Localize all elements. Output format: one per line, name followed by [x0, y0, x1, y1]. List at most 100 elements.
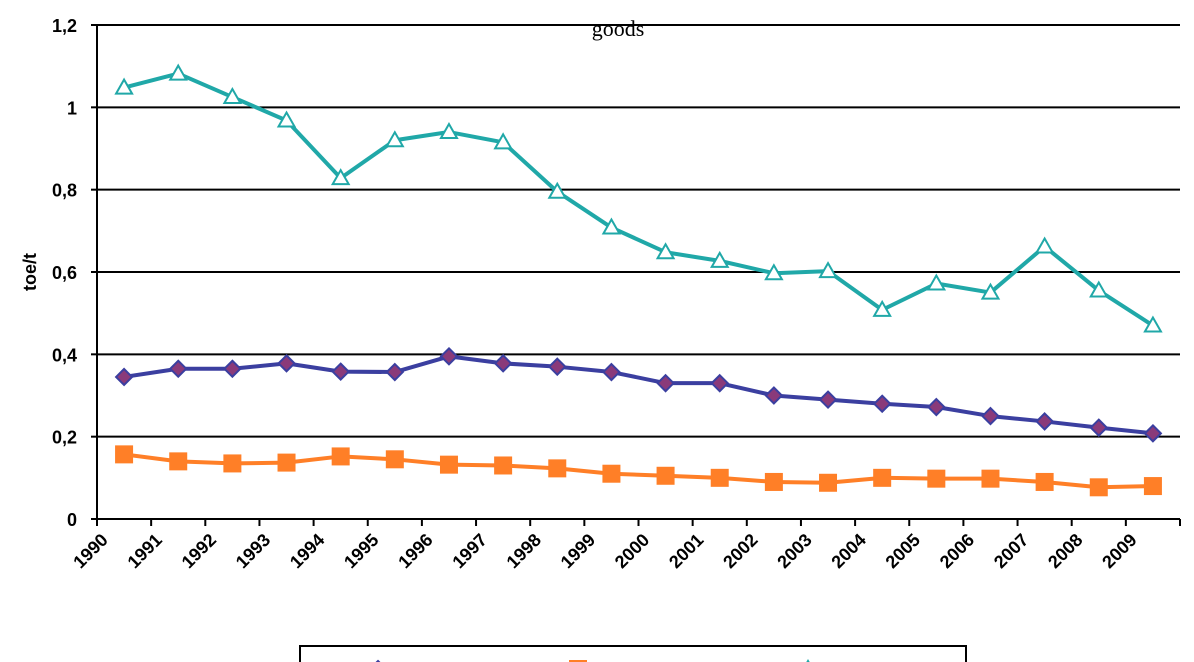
- series-group: [114, 63, 1163, 497]
- data-point: [656, 373, 675, 393]
- data-point: [710, 250, 730, 268]
- data-point: [819, 473, 838, 492]
- axes: [91, 24, 1181, 526]
- data-point: [1035, 412, 1055, 431]
- data-point: [1035, 472, 1054, 491]
- data-point: [872, 299, 892, 317]
- data-point: [602, 362, 621, 382]
- x-tick-label: 1999: [557, 530, 599, 572]
- chart-title: goods: [592, 16, 645, 41]
- data-point: [330, 168, 351, 186]
- x-tick-label: 1995: [340, 530, 382, 572]
- data-point: [927, 469, 946, 488]
- x-tick-label: 1990: [69, 530, 111, 572]
- legend-box: [299, 645, 967, 662]
- y-tick-label: 0,2: [52, 428, 77, 448]
- data-point: [981, 406, 1000, 426]
- data-point: [710, 373, 730, 393]
- x-tick-label: 2001: [665, 530, 707, 572]
- data-point: [1089, 418, 1109, 438]
- legend-label: stal: [410, 660, 443, 662]
- series-line: [123, 452, 1153, 490]
- x-tick-label: 2003: [773, 530, 815, 572]
- data-point: [331, 362, 351, 382]
- data-point: [980, 282, 1001, 300]
- data-point: [277, 353, 296, 373]
- y-tick-label: 0: [67, 510, 77, 530]
- series-cement: [115, 445, 1162, 497]
- data-point: [818, 390, 838, 410]
- y-tick-label: 1: [67, 98, 77, 118]
- series-papier: [114, 63, 1163, 333]
- x-tick-label: 2004: [827, 530, 869, 572]
- data-point: [602, 464, 621, 483]
- data-point: [277, 453, 296, 472]
- data-point: [981, 469, 1000, 488]
- series-stal: [114, 346, 1163, 443]
- y-tick-labels: 0 0,2 0,4 0,6 0,8 1 1,2: [52, 16, 77, 530]
- x-tick-label: 1993: [232, 530, 274, 572]
- data-point: [439, 455, 458, 474]
- data-point: [548, 459, 567, 478]
- data-point: [1034, 236, 1055, 254]
- data-point: [547, 181, 567, 199]
- x-tick-label: 2006: [936, 530, 978, 572]
- data-point: [493, 353, 513, 373]
- legend-item-cement: cement: [569, 660, 677, 662]
- data-point: [872, 394, 892, 414]
- data-point: [223, 454, 242, 473]
- x-tick-label: 2005: [882, 530, 924, 572]
- data-point: [168, 63, 188, 81]
- data-point: [1143, 477, 1162, 496]
- data-point: [114, 77, 134, 95]
- x-tick-label: 1991: [124, 530, 166, 572]
- data-point: [168, 359, 188, 379]
- x-tick-label: 2008: [1044, 530, 1086, 572]
- series-line: [123, 354, 1154, 436]
- data-point: [926, 397, 946, 417]
- data-point: [169, 452, 188, 471]
- data-point: [818, 261, 838, 279]
- data-point: [764, 386, 784, 405]
- grid-lines: [97, 24, 1180, 438]
- data-point: [873, 468, 892, 487]
- x-tick-label: 2007: [990, 530, 1032, 572]
- data-point: [385, 130, 405, 148]
- data-point: [710, 468, 729, 487]
- data-point: [1089, 280, 1109, 298]
- x-tick-label: 1998: [503, 530, 545, 572]
- y-axis-label: toe/t: [20, 253, 40, 291]
- data-point: [764, 472, 783, 491]
- data-point: [1089, 478, 1108, 497]
- data-point: [276, 110, 297, 128]
- data-point: [569, 660, 587, 662]
- legend-label: cement: [610, 660, 677, 662]
- data-point: [331, 447, 350, 466]
- legend: stal cement papier: [299, 645, 967, 662]
- data-point: [764, 263, 784, 281]
- data-point: [385, 450, 404, 469]
- y-tick-label: 0,6: [52, 263, 77, 283]
- y-tick-label: 0,8: [52, 181, 77, 201]
- x-tick-label: 1994: [286, 530, 328, 572]
- data-point: [494, 456, 513, 475]
- x-tick-label: 2000: [611, 530, 653, 572]
- data-point: [655, 242, 676, 260]
- data-point: [601, 217, 622, 235]
- x-tick-label: 2002: [719, 530, 761, 572]
- data-point: [439, 122, 459, 140]
- data-point: [1143, 315, 1163, 333]
- data-point: [222, 359, 242, 379]
- data-point: [114, 367, 134, 387]
- data-point: [926, 273, 947, 291]
- series-line: [123, 71, 1155, 328]
- y-tick-label: 0,4: [52, 345, 77, 365]
- y-tick-label: 1,2: [52, 16, 77, 36]
- data-point: [547, 357, 567, 377]
- legend-label: papier: [840, 660, 898, 662]
- data-point: [439, 346, 459, 366]
- data-point: [115, 445, 134, 464]
- x-tick-label: 1996: [394, 530, 436, 572]
- data-point: [493, 132, 513, 150]
